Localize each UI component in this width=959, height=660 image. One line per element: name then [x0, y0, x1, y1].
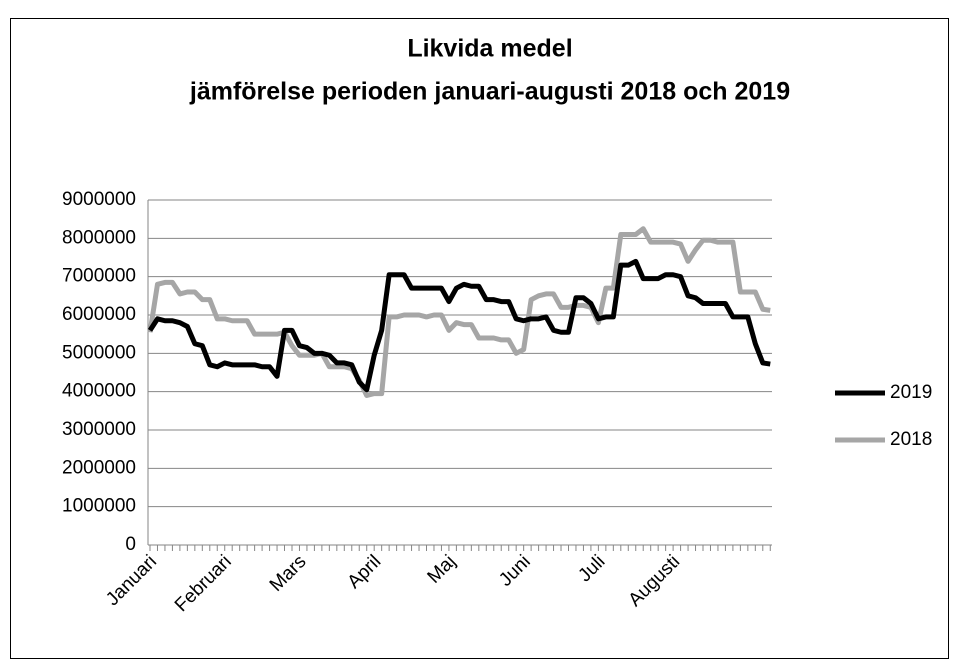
y-tick-label: 1000000	[62, 496, 136, 517]
series-line	[147, 258, 771, 393]
legend-label: 2019	[890, 382, 932, 403]
y-tick-label: 4000000	[62, 381, 136, 402]
y-tick-label: 6000000	[62, 304, 136, 325]
chart-title: Likvida medel	[407, 35, 572, 63]
legend-label: 2018	[890, 429, 932, 450]
y-tick-label: 3000000	[62, 419, 136, 440]
y-tick-label: 0	[125, 534, 136, 555]
series-line	[147, 226, 771, 398]
chart-subtitle: jämförelse perioden januari-augusti 2018…	[189, 78, 790, 106]
y-tick-label: 8000000	[62, 227, 136, 248]
y-tick-label: 9000000	[62, 189, 136, 210]
y-tick-label: 7000000	[62, 266, 136, 287]
y-tick-label: 2000000	[62, 457, 136, 478]
y-tick-label: 5000000	[62, 342, 136, 363]
